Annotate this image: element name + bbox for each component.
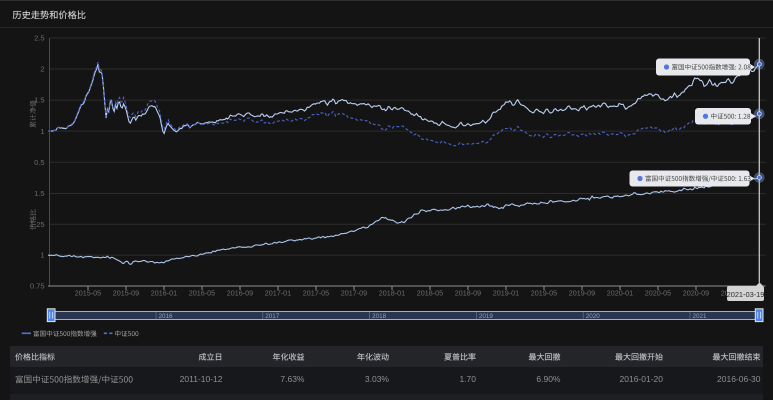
svg-text:2017-01: 2017-01 [265, 289, 291, 298]
svg-text:2019-09: 2019-09 [569, 289, 595, 298]
svg-text:2016-01-20: 2016-01-20 [620, 374, 664, 384]
svg-text:2019-01: 2019-01 [493, 289, 519, 298]
svg-text:2016: 2016 [159, 313, 174, 320]
svg-text:2016-06-30: 2016-06-30 [717, 374, 761, 384]
svg-text:1.5: 1.5 [34, 96, 44, 105]
svg-text:2021: 2021 [693, 313, 708, 320]
svg-text:2020-01: 2020-01 [607, 289, 633, 298]
svg-text:1: 1 [40, 127, 44, 136]
svg-text:2016-01: 2016-01 [151, 289, 177, 298]
svg-text:2018-09: 2018-09 [455, 289, 481, 298]
svg-text:2: 2 [40, 65, 44, 74]
svg-text:2017: 2017 [265, 313, 280, 320]
svg-text:2015-05: 2015-05 [75, 289, 101, 298]
svg-text:7.63%: 7.63% [280, 374, 305, 384]
svg-text:2020-05: 2020-05 [645, 289, 671, 298]
svg-text:1: 1 [40, 251, 44, 260]
svg-text:2018-05: 2018-05 [417, 289, 443, 298]
svg-text:1.5: 1.5 [34, 189, 44, 198]
svg-text:2018: 2018 [372, 313, 387, 320]
svg-text:2015-09: 2015-09 [113, 289, 139, 298]
svg-text:0.75: 0.75 [30, 282, 45, 291]
svg-text:2020-09: 2020-09 [683, 289, 709, 298]
svg-text:1.70: 1.70 [459, 374, 476, 384]
svg-text:2019: 2019 [479, 313, 494, 320]
svg-text:2016-09: 2016-09 [227, 289, 253, 298]
svg-text:2016-05: 2016-05 [189, 289, 215, 298]
svg-text:2020: 2020 [586, 313, 601, 320]
svg-text:3.03%: 3.03% [365, 374, 390, 384]
svg-text:2.5: 2.5 [34, 34, 44, 43]
svg-text:0.5: 0.5 [34, 158, 44, 167]
svg-text:6.90%: 6.90% [536, 374, 561, 384]
svg-text:2011-10-12: 2011-10-12 [180, 374, 223, 384]
svg-text:2019-05: 2019-05 [531, 289, 557, 298]
svg-text:1.25: 1.25 [30, 220, 45, 229]
svg-text:2018-01: 2018-01 [379, 289, 405, 298]
svg-text:2021-03-19: 2021-03-19 [727, 290, 765, 299]
svg-text:2017-05: 2017-05 [303, 289, 329, 298]
svg-text:2017-09: 2017-09 [341, 289, 367, 298]
